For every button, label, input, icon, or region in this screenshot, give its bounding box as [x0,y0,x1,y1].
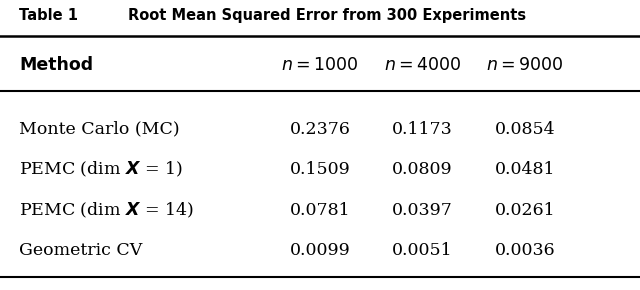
Text: $n = 1000$: $n = 1000$ [282,57,358,74]
Text: 0.0397: 0.0397 [392,202,453,219]
Text: $n = 9000$: $n = 9000$ [486,57,563,74]
Text: Monte Carlo (MC): Monte Carlo (MC) [19,121,180,137]
Text: Table 1: Table 1 [19,8,78,23]
Text: 0.0099: 0.0099 [290,242,350,259]
Text: Method: Method [19,56,93,74]
Text: PEMC (dim $\boldsymbol{X}$ = 1): PEMC (dim $\boldsymbol{X}$ = 1) [19,160,183,179]
Text: Geometric CV: Geometric CV [19,242,143,259]
Text: 0.0481: 0.0481 [495,161,555,178]
Text: 0.0051: 0.0051 [392,242,452,259]
Text: Root Mean Squared Error from 300 Experiments: Root Mean Squared Error from 300 Experim… [128,8,526,23]
Text: 0.0036: 0.0036 [495,242,555,259]
Text: 0.0809: 0.0809 [392,161,452,178]
Text: 0.2376: 0.2376 [289,121,351,137]
Text: 0.0261: 0.0261 [495,202,555,219]
Text: 0.1509: 0.1509 [290,161,350,178]
Text: 0.1173: 0.1173 [392,121,452,137]
Text: $n = 4000$: $n = 4000$ [384,57,461,74]
Text: 0.0854: 0.0854 [495,121,555,137]
Text: 0.0781: 0.0781 [290,202,350,219]
Text: PEMC (dim $\boldsymbol{X}$ = 14): PEMC (dim $\boldsymbol{X}$ = 14) [19,201,194,220]
